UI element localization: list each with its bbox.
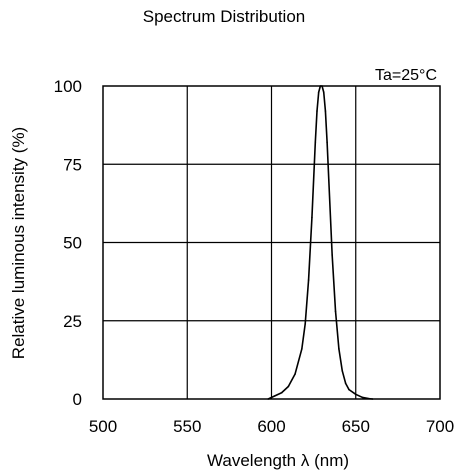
spectrum-point-646 bbox=[348, 388, 350, 391]
chart-title: Spectrum Distribution bbox=[143, 7, 306, 26]
spectrum-point-624 bbox=[311, 216, 313, 219]
spectrum-point-618 bbox=[301, 348, 303, 350]
y-tick-label-50: 50 bbox=[63, 234, 82, 253]
spectrum-point-620 bbox=[304, 323, 307, 325]
spectrum-point-630 bbox=[321, 85, 323, 87]
spectrum-point-622 bbox=[307, 279, 310, 281]
temperature-annotation: Ta=25°C bbox=[375, 67, 437, 84]
spectrum-point-628 bbox=[317, 91, 320, 94]
x-tick-label-500: 500 bbox=[89, 417, 117, 436]
spectrum-point-650 bbox=[354, 393, 357, 396]
spectrum-point-598 bbox=[267, 398, 269, 400]
spectrum-point-610 bbox=[287, 385, 290, 388]
y-tick-label-100: 100 bbox=[54, 77, 82, 96]
spectrum-point-640 bbox=[338, 348, 340, 350]
x-axis-label: Wavelength λ (nm) bbox=[207, 451, 349, 470]
spectrum-point-606 bbox=[280, 391, 283, 394]
spectrum-point-629 bbox=[319, 85, 322, 87]
x-tick-label-700: 700 bbox=[426, 417, 454, 436]
spectrum-point-602 bbox=[274, 395, 276, 397]
spectrum-point-614 bbox=[294, 373, 296, 375]
spectrum-point-631 bbox=[322, 91, 325, 94]
grid-lines bbox=[103, 86, 440, 399]
spectrum-point-632 bbox=[324, 110, 327, 112]
spectrum-point-644 bbox=[344, 382, 347, 385]
spectrum-point-654 bbox=[361, 396, 364, 399]
x-tick-label-550: 550 bbox=[173, 417, 201, 436]
x-tick-label-650: 650 bbox=[342, 417, 370, 436]
spectrum-point-636 bbox=[331, 254, 333, 256]
spectrum-point-634 bbox=[327, 179, 330, 181]
spectrum-point-638 bbox=[334, 310, 337, 313]
spectrum-point-627 bbox=[316, 110, 318, 112]
y-axis-label: Relative luminous intensity (%) bbox=[9, 127, 28, 359]
spectrum-point-626 bbox=[314, 141, 317, 144]
spectrum-point-660 bbox=[371, 398, 374, 400]
spectrum-curve bbox=[267, 85, 373, 400]
data-points bbox=[267, 85, 374, 400]
y-tick-label-0: 0 bbox=[73, 390, 82, 409]
spectrum-point-658 bbox=[368, 397, 371, 400]
x-tick-label-600: 600 bbox=[257, 417, 285, 436]
spectrum-point-633 bbox=[326, 141, 328, 144]
tick-labels: 500 550 600 650 700 0 25 50 75 100 bbox=[54, 77, 455, 436]
y-tick-label-25: 25 bbox=[63, 312, 82, 331]
spectrum-point-642 bbox=[341, 370, 344, 372]
y-tick-label-75: 75 bbox=[63, 155, 82, 174]
